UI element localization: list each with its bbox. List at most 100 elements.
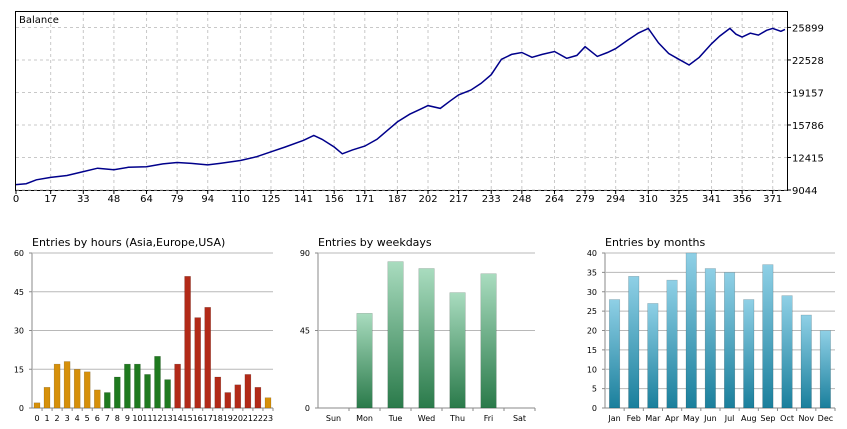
hours-bar: [134, 363, 141, 409]
hours-bar: [244, 374, 252, 409]
hours-x-tick-label: 5: [85, 414, 90, 423]
weekdays-x-tick-label: Sat: [513, 414, 526, 423]
months-bar: [762, 264, 774, 409]
hours-bar: [94, 389, 101, 409]
months-bar: [704, 268, 716, 409]
months-bar: [800, 314, 812, 409]
balance-x-tick-label: 156: [325, 194, 344, 205]
weekdays-chart: Entries by weekdays Sun Mon Tue Wed Thu Fri Sa…: [300, 236, 536, 423]
months-x-tick-label: Apr: [665, 414, 680, 423]
hours-y-tick-label: 0: [19, 404, 24, 413]
weekdays-x-tick-label: Sun: [326, 414, 341, 423]
hours-bar: [214, 376, 222, 409]
months-grid: [604, 252, 835, 409]
hours-bar: [194, 317, 201, 409]
hours-x-tick-label: 17: [203, 414, 213, 423]
months-x-ticks: Jan Feb Mar Apr May Jun Jul Aug Sep Oct Nov Dec: [607, 408, 836, 423]
hours-x-tick-label: 14: [173, 414, 183, 423]
months-x-tick-label: Mar: [645, 414, 661, 423]
hours-x-tick-label: 7: [105, 414, 110, 423]
balance-x-tick-label: 264: [545, 194, 564, 205]
balance-x-tick-label: 171: [355, 194, 374, 205]
hours-y-ticks: 0 15 30 45 60: [14, 249, 32, 413]
months-bar: [781, 295, 793, 409]
months-bar: [647, 303, 659, 409]
months-bar: [609, 299, 621, 409]
months-x-tick-label: Aug: [741, 414, 757, 423]
hours-bars: [33, 276, 272, 409]
months-y-tick-label: 35: [587, 268, 597, 277]
balance-x-tick-label: 17: [44, 194, 57, 205]
weekdays-y-tick-label: 90: [300, 249, 310, 258]
hours-x-tick-label: 4: [75, 414, 80, 423]
balance-x-tick-label: 279: [576, 194, 595, 205]
months-y-tick-label: 40: [587, 249, 597, 258]
balance-y-tick-label: 9044: [792, 186, 817, 197]
balance-x-tick-label: 356: [733, 194, 752, 205]
hours-x-tick-label: 19: [223, 414, 233, 423]
hours-bar: [53, 363, 61, 409]
weekdays-bar: [418, 268, 435, 409]
balance-x-tick-label: 325: [669, 194, 688, 205]
weekdays-x-tick-label: Mon: [356, 414, 373, 423]
hours-bar: [224, 392, 232, 409]
hours-bar: [174, 363, 181, 409]
hours-bar: [144, 374, 151, 409]
weekdays-y-tick-label: 0: [305, 404, 310, 413]
balance-series-line: [15, 27, 786, 186]
hours-bar: [254, 387, 262, 409]
hours-bar: [83, 371, 91, 409]
weekdays-x-ticks: Sun Mon Tue Wed Thu Fri Sat: [326, 408, 536, 423]
months-bar: [628, 276, 640, 409]
months-x-tick-label: Oct: [780, 414, 794, 423]
balance-x-tick-label: 202: [418, 194, 437, 205]
hours-y-tick-label: 45: [14, 288, 24, 297]
hours-bar: [184, 276, 191, 409]
balance-x-tick-label: 0: [13, 194, 19, 205]
months-x-tick-label: Feb: [627, 414, 641, 423]
balance-x-tick-label: 248: [512, 194, 531, 205]
balance-x-tick-label: 48: [108, 194, 121, 205]
hours-x-tick-label: 21: [243, 414, 253, 423]
balance-y-tick-label: 25899: [792, 23, 824, 34]
weekdays-x-tick-label: Tue: [388, 414, 403, 423]
weekdays-y-ticks: 0 45 90: [300, 249, 318, 413]
months-x-tick-label: Jan: [607, 414, 620, 423]
months-y-ticks: 0 5 10 15 20 25 30 35 40: [587, 249, 605, 413]
months-x-tick-label: Dec: [818, 414, 833, 423]
months-bar: [743, 299, 755, 409]
weekdays-bar: [449, 292, 466, 409]
hours-x-tick-label: 13: [162, 414, 172, 423]
months-y-tick-label: 15: [587, 346, 597, 355]
weekdays-bar: [387, 261, 404, 409]
hours-x-tick-label: 22: [253, 414, 263, 423]
balance-plot-frame: [15, 11, 788, 191]
hours-bar: [124, 363, 131, 409]
hours-x-tick-label: 12: [152, 414, 162, 423]
balance-x-tick-label: 79: [171, 194, 184, 205]
weekdays-x-tick-label: Wed: [418, 414, 435, 423]
balance-x-tick-label: 64: [140, 194, 153, 205]
months-x-tick-label: Nov: [798, 414, 814, 423]
months-x-tick-label: Sep: [760, 414, 775, 423]
hours-bar: [33, 402, 41, 409]
hours-x-tick-label: 2: [55, 414, 60, 423]
months-bars: [609, 252, 831, 409]
hours-x-tick-label: 15: [183, 414, 193, 423]
months-bar: [685, 252, 697, 409]
hours-bar: [164, 379, 171, 409]
weekdays-x-tick-label: Fri: [484, 414, 494, 423]
hours-x-tick-label: 3: [65, 414, 70, 423]
balance-x-tick-label: 125: [261, 194, 280, 205]
months-y-tick-label: 5: [592, 385, 597, 394]
months-x-tick-label: May: [683, 414, 700, 423]
balance-x-tick-label: 94: [201, 194, 214, 205]
balance-x-tick-label: 217: [449, 194, 468, 205]
hours-bar: [264, 397, 272, 409]
balance-x-tick-label: 294: [606, 194, 625, 205]
hours-x-tick-label: 11: [142, 414, 152, 423]
balance-x-tick-label: 110: [231, 194, 250, 205]
weekdays-x-tick-label: Thu: [449, 414, 465, 423]
